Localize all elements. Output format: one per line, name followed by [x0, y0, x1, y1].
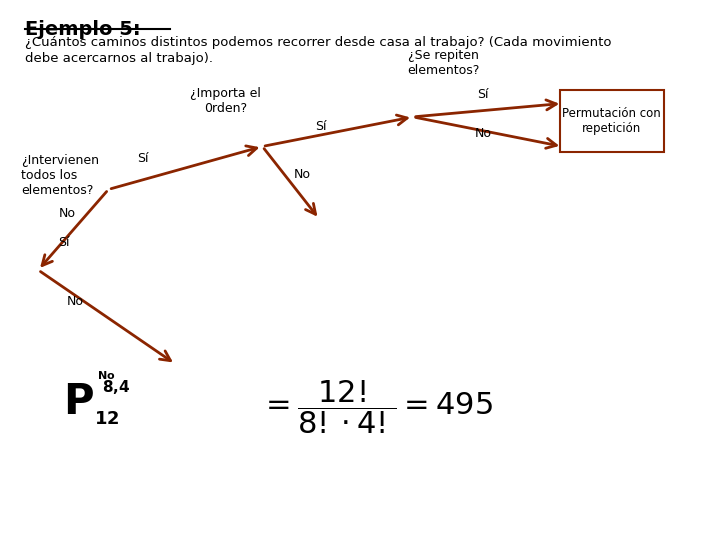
Text: $\mathbf{12}$: $\mathbf{12}$ — [94, 410, 119, 428]
Text: Sí: Sí — [315, 119, 327, 132]
Text: Permutación con
repetición: Permutación con repetición — [562, 107, 661, 134]
Text: $\mathbf{No}$: $\mathbf{No}$ — [97, 369, 116, 381]
FancyBboxPatch shape — [560, 90, 664, 152]
Text: $\mathbf{8,\!4}$: $\mathbf{8,\!4}$ — [102, 378, 131, 396]
Text: $= \dfrac{12!}{8!\cdot4!} = 495$: $= \dfrac{12!}{8!\cdot4!} = 495$ — [260, 378, 492, 436]
Text: No: No — [294, 168, 311, 181]
Text: ¿Importa el
0rden?: ¿Importa el 0rden? — [190, 87, 261, 115]
Text: ¿Cuántos caminos distintos podemos recorrer desde casa al trabajo? (Cada movimie: ¿Cuántos caminos distintos podemos recor… — [24, 36, 611, 49]
Text: ¿Se repiten
elementos?: ¿Se repiten elementos? — [407, 49, 480, 77]
Text: Sí: Sí — [138, 152, 149, 165]
Text: debe acercarnos al trabajo).: debe acercarnos al trabajo). — [24, 52, 213, 65]
Text: Sí: Sí — [58, 235, 69, 248]
FancyBboxPatch shape — [0, 0, 678, 540]
Text: $\mathbf{P}$: $\mathbf{P}$ — [63, 381, 94, 423]
Text: Sí: Sí — [477, 88, 489, 101]
Text: No: No — [58, 207, 76, 220]
Text: No: No — [474, 126, 492, 139]
Text: Ejemplo 5:: Ejemplo 5: — [24, 20, 140, 39]
Text: No: No — [66, 295, 84, 308]
Text: ¿Intervienen
todos los
elementos?: ¿Intervienen todos los elementos? — [22, 154, 99, 198]
